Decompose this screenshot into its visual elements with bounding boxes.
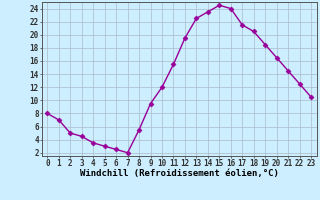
X-axis label: Windchill (Refroidissement éolien,°C): Windchill (Refroidissement éolien,°C): [80, 169, 279, 178]
